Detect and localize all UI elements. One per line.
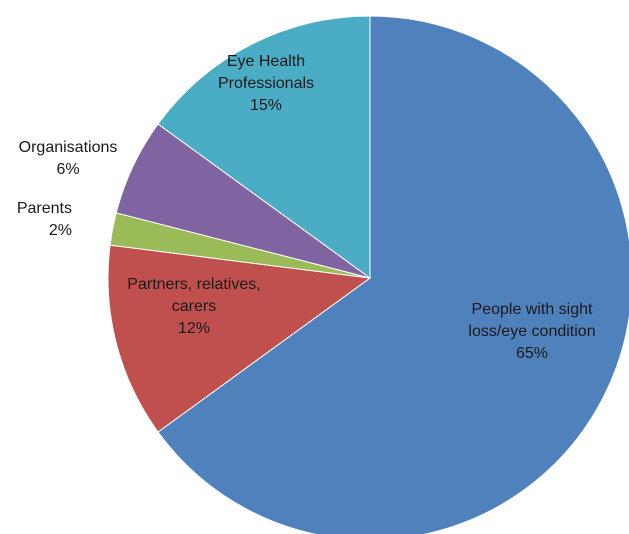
slice-label-line: Parents xyxy=(17,200,72,217)
slice-label-line: Professionals xyxy=(218,75,314,92)
slice-percent: 6% xyxy=(56,161,79,178)
slice-label-line: Organisations xyxy=(19,139,118,156)
slice-label-line: carers xyxy=(172,298,216,315)
pie-slices xyxy=(107,15,629,534)
slice-label-line: Partners, relatives, xyxy=(127,276,260,293)
slice-label: Parents 2% xyxy=(17,200,72,239)
slice-label: Partners, relatives, carers 12% xyxy=(127,276,260,337)
slice-label-line: Eye Health xyxy=(227,53,305,70)
slice-label: Eye Health Professionals 15% xyxy=(218,53,314,114)
slice-label-line: People with sight xyxy=(472,301,594,318)
pie-slice xyxy=(157,15,629,534)
slice-percent: 15% xyxy=(250,97,282,114)
slice-percent: 65% xyxy=(516,345,548,362)
pie-slice xyxy=(157,15,371,279)
slice-percent: 12% xyxy=(178,320,210,337)
slice-percent: 2% xyxy=(49,222,72,239)
pie-slice xyxy=(107,244,372,433)
slice-label-line: loss/eye condition xyxy=(468,323,595,340)
slice-label: People with sight loss/eye condition 65% xyxy=(468,301,595,362)
slice-label: Organisations 6% xyxy=(19,139,118,178)
pie-labels: People with sight loss/eye condition 65% Pa… xyxy=(17,53,596,362)
